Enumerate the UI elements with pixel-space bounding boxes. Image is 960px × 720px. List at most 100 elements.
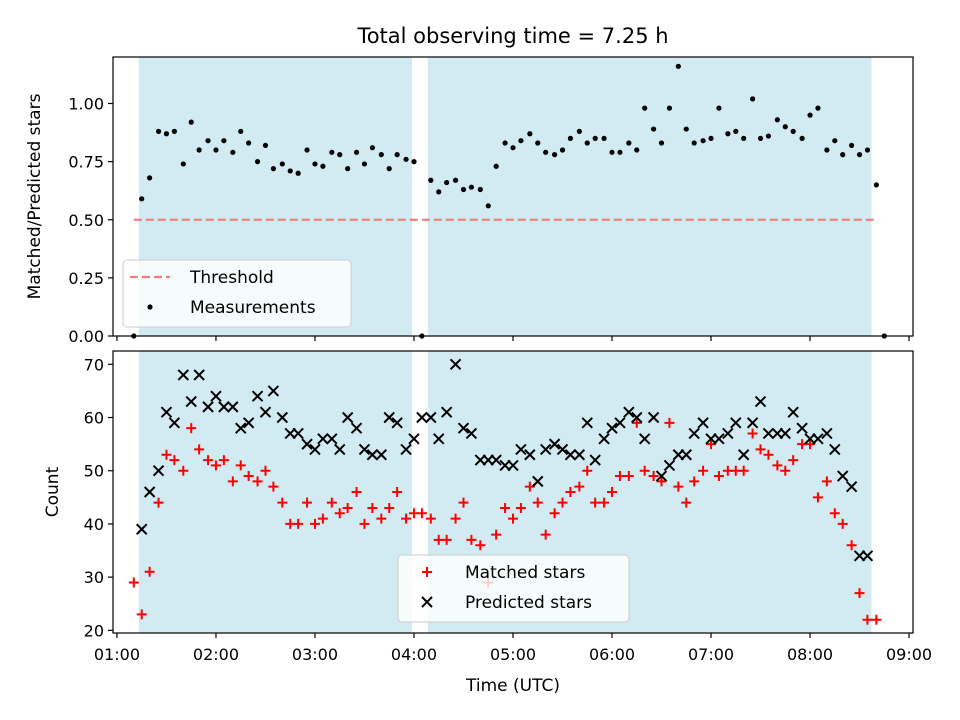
measurement-point: [708, 135, 714, 141]
matched-star-point: [153, 497, 164, 508]
measurement-point: [592, 135, 598, 141]
x-tick-label: 06:00: [589, 645, 635, 664]
matched-star-point: [466, 534, 477, 545]
count-panel: 20 30 40 50 60 70 01:00 02:00 03:00 04:00 05:00 06:…: [43, 350, 932, 664]
measurement-point: [369, 145, 376, 151]
predicted-star-point: [730, 417, 742, 429]
matched-star-point: [631, 417, 642, 428]
measurement-point: [849, 142, 855, 148]
predicted-star-point: [267, 385, 280, 397]
matched-star-point: [235, 460, 246, 471]
predicted-star-point: [573, 449, 586, 461]
matched-star-point: [458, 497, 469, 508]
matched-star-point: [854, 588, 865, 599]
measurement-point: [840, 152, 846, 158]
predicted-star-point: [326, 433, 338, 445]
matched-star-point: [359, 518, 370, 529]
predicted-star-point: [160, 406, 173, 418]
measurement-point: [765, 133, 772, 139]
x-tick-label: 04:00: [391, 645, 437, 664]
matched-star-point: [441, 534, 452, 545]
matched-star-point: [392, 487, 403, 497]
predicted-star-point: [861, 550, 874, 562]
predicted-star-point: [762, 427, 775, 440]
legend-label: Threshold: [189, 268, 274, 288]
measurement-point: [757, 135, 764, 141]
predicted-star-point: [309, 443, 321, 456]
matched-star-point: [260, 465, 271, 476]
predicted-star-point: [812, 433, 824, 445]
measurement-point: [864, 147, 871, 153]
matched-star-point: [227, 476, 238, 487]
predicted-star-point: [301, 438, 313, 450]
matched-star-point: [144, 566, 155, 577]
matched-star-point: [549, 508, 560, 519]
matched-star-point: [376, 513, 387, 524]
matched-star-point: [367, 502, 378, 513]
predicted-star-point: [341, 411, 354, 424]
x-tick-label: 08:00: [787, 645, 833, 664]
predicted-star-point: [722, 427, 734, 440]
measurement-point: [270, 166, 276, 172]
predicted-star-point: [746, 417, 759, 429]
matched-star-point: [812, 492, 823, 503]
matched-star-point: [342, 502, 353, 513]
matched-star-point: [161, 449, 172, 460]
matched-star-point: [623, 471, 634, 482]
measurement-point: [790, 128, 796, 134]
predicted-star-point: [655, 470, 668, 482]
ratio-panel: 0.00 0.25 0.50 0.75 1.00 Matched/Predicted st…: [25, 56, 914, 346]
measurement-point: [287, 168, 293, 174]
predicted-star-point: [539, 443, 552, 456]
matched-star-point: [401, 513, 412, 524]
legend-label: Measurements: [190, 298, 316, 318]
measurement-point: [147, 175, 153, 181]
y-tick-label: 60: [84, 409, 104, 428]
matched-star-point: [664, 417, 675, 428]
measurement-point: [403, 156, 409, 162]
predicted-star-point: [350, 422, 363, 434]
measurement-point: [180, 161, 186, 167]
measurement-point: [626, 140, 632, 146]
measurement-point: [139, 196, 145, 202]
predicted-star-point: [168, 417, 181, 429]
matched-star-point: [309, 518, 320, 529]
matched-star-point: [384, 502, 395, 513]
predicted-star-point: [564, 449, 577, 461]
predicted-star-point: [358, 443, 371, 456]
predicted-star-point: [433, 433, 445, 445]
measurement-point: [361, 161, 368, 167]
measurement-point: [750, 96, 756, 102]
y-tick-label: 30: [84, 568, 104, 587]
measurement-point: [518, 138, 524, 144]
measurement-point: [163, 131, 170, 137]
y-axis-label: Matched/Predicted stars: [25, 93, 45, 299]
legend: Threshold Measurements: [122, 259, 352, 328]
matched-star-point: [557, 497, 568, 508]
predicted-star-point: [821, 427, 833, 440]
measurement-point: [345, 166, 351, 172]
measurement-point: [155, 128, 162, 134]
matched-star-point: [656, 476, 667, 487]
predicted-star-point: [737, 449, 750, 461]
observing-window-shade: [138, 351, 413, 633]
predicted-star-point: [185, 395, 197, 408]
y-tick-label: 40: [84, 515, 104, 534]
predicted-star-point: [408, 433, 420, 445]
matched-star-point: [128, 577, 139, 588]
matched-star-point: [475, 540, 486, 551]
matched-star-point: [302, 497, 313, 508]
x-tick-label: 05:00: [490, 645, 536, 664]
matched-star-point: [689, 476, 700, 487]
measurement-point: [634, 147, 640, 153]
matched-star-point: [508, 513, 518, 524]
predicted-star-point: [581, 417, 593, 429]
legend-label: Predicted stars: [465, 593, 592, 613]
measurement-point: [436, 189, 442, 195]
measurement-point: [279, 161, 285, 167]
matched-star-point: [491, 529, 502, 540]
predicted-star-point: [548, 438, 561, 450]
matched-star-point: [425, 513, 436, 524]
measurement-point: [675, 63, 681, 69]
matched-star-point: [590, 497, 601, 508]
